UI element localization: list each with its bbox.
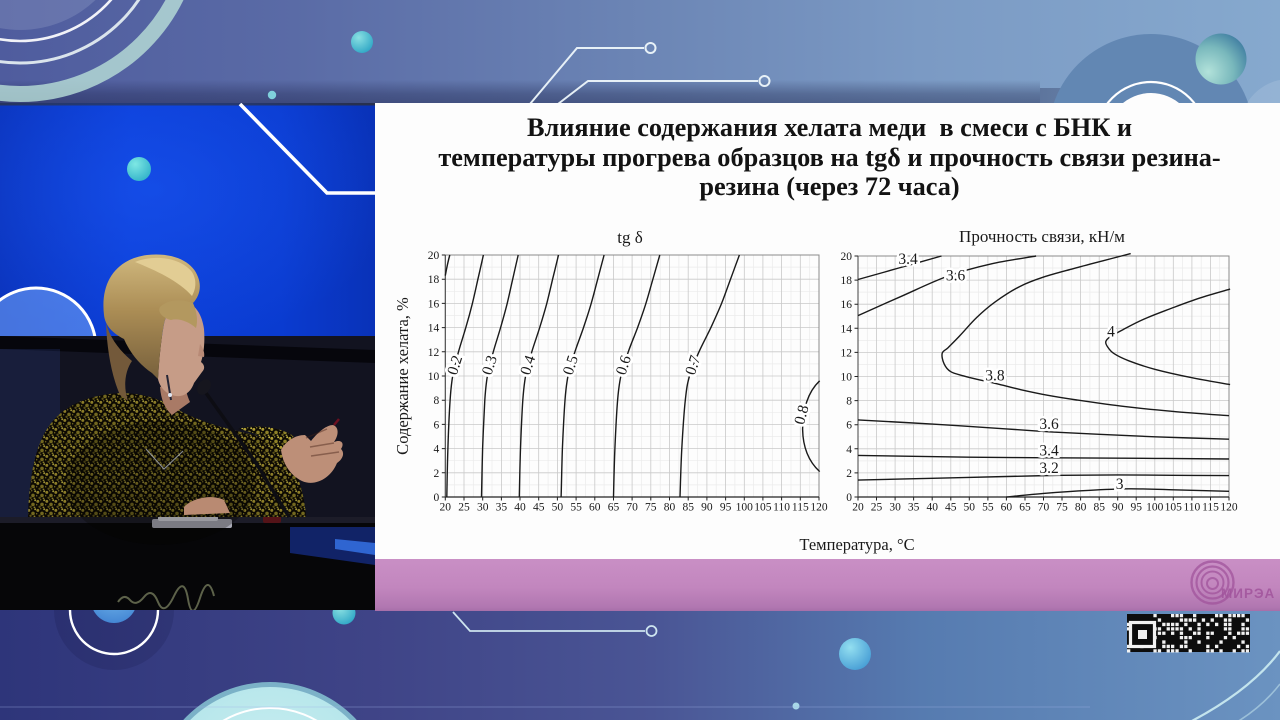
svg-text:60: 60 xyxy=(589,502,601,514)
svg-text:120: 120 xyxy=(1220,502,1238,514)
svg-text:70: 70 xyxy=(1038,502,1050,514)
svg-text:20: 20 xyxy=(428,250,440,262)
svg-text:3.4: 3.4 xyxy=(1039,443,1059,460)
svg-text:0.5: 0.5 xyxy=(560,353,582,377)
svg-text:100: 100 xyxy=(1146,502,1164,514)
svg-text:120: 120 xyxy=(810,502,828,514)
svg-text:110: 110 xyxy=(773,502,790,514)
svg-text:100: 100 xyxy=(736,502,754,514)
svg-text:4: 4 xyxy=(846,444,852,456)
svg-text:6: 6 xyxy=(846,420,852,432)
svg-text:70: 70 xyxy=(626,502,638,514)
svg-text:tg δ: tg δ xyxy=(617,228,642,247)
svg-text:10: 10 xyxy=(841,372,853,384)
svg-text:0.4: 0.4 xyxy=(517,353,539,377)
svg-text:3.2: 3.2 xyxy=(1039,460,1058,477)
svg-text:8: 8 xyxy=(846,396,852,408)
svg-text:35: 35 xyxy=(908,502,920,514)
svg-text:18: 18 xyxy=(428,274,440,286)
svg-text:3: 3 xyxy=(1116,476,1124,493)
svg-text:12: 12 xyxy=(428,347,440,359)
svg-text:105: 105 xyxy=(754,502,772,514)
svg-text:90: 90 xyxy=(1112,502,1124,514)
svg-text:14: 14 xyxy=(841,323,853,335)
svg-text:95: 95 xyxy=(1130,502,1142,514)
svg-text:3.6: 3.6 xyxy=(1039,416,1059,433)
svg-text:2: 2 xyxy=(846,468,852,480)
svg-text:4: 4 xyxy=(434,444,440,456)
svg-text:45: 45 xyxy=(533,502,545,514)
svg-text:18: 18 xyxy=(841,275,853,287)
svg-text:75: 75 xyxy=(645,502,657,514)
svg-text:45: 45 xyxy=(945,502,957,514)
svg-text:0.3: 0.3 xyxy=(479,353,501,377)
svg-text:80: 80 xyxy=(664,502,676,514)
svg-text:60: 60 xyxy=(1001,502,1013,514)
svg-text:3.4: 3.4 xyxy=(898,251,918,268)
svg-text:0.6: 0.6 xyxy=(613,353,635,377)
svg-text:40: 40 xyxy=(514,502,526,514)
svg-text:40: 40 xyxy=(926,502,938,514)
svg-text:65: 65 xyxy=(608,502,620,514)
svg-text:МИРЭА: МИРЭА xyxy=(1221,586,1275,601)
svg-text:16: 16 xyxy=(428,298,440,310)
svg-text:0.2: 0.2 xyxy=(444,353,466,377)
svg-text:0: 0 xyxy=(846,492,852,504)
svg-text:115: 115 xyxy=(792,502,809,514)
svg-text:12: 12 xyxy=(841,347,853,359)
svg-text:20: 20 xyxy=(440,502,452,514)
svg-text:3.8: 3.8 xyxy=(985,367,1005,384)
svg-text:95: 95 xyxy=(720,502,732,514)
svg-text:16: 16 xyxy=(841,299,853,311)
svg-text:10: 10 xyxy=(428,371,440,383)
svg-text:0.7: 0.7 xyxy=(682,353,704,377)
svg-text:55: 55 xyxy=(982,502,994,514)
svg-text:20: 20 xyxy=(841,251,853,263)
svg-text:8: 8 xyxy=(434,395,440,407)
svg-text:90: 90 xyxy=(701,502,713,514)
svg-text:55: 55 xyxy=(570,502,582,514)
svg-text:105: 105 xyxy=(1165,502,1183,514)
svg-text:50: 50 xyxy=(964,502,976,514)
svg-text:30: 30 xyxy=(889,502,901,514)
svg-text:0: 0 xyxy=(434,492,440,504)
svg-text:50: 50 xyxy=(552,502,564,514)
svg-text:3.6: 3.6 xyxy=(946,267,966,284)
svg-text:6: 6 xyxy=(434,419,440,431)
svg-text:115: 115 xyxy=(1202,502,1219,514)
svg-text:85: 85 xyxy=(1093,502,1105,514)
svg-text:Прочность связи, кН/м: Прочность связи, кН/м xyxy=(959,227,1125,246)
svg-text:Температура, °С: Температура, °С xyxy=(799,535,914,554)
svg-text:110: 110 xyxy=(1183,502,1200,514)
svg-text:75: 75 xyxy=(1056,502,1068,514)
svg-text:4: 4 xyxy=(1107,323,1115,340)
svg-text:2: 2 xyxy=(434,468,440,480)
svg-text:14: 14 xyxy=(428,323,440,335)
svg-text:25: 25 xyxy=(458,502,470,514)
svg-text:35: 35 xyxy=(496,502,508,514)
svg-text:80: 80 xyxy=(1075,502,1087,514)
svg-text:85: 85 xyxy=(682,502,694,514)
svg-text:20: 20 xyxy=(852,502,864,514)
svg-text:30: 30 xyxy=(477,502,489,514)
svg-text:65: 65 xyxy=(1019,502,1031,514)
svg-text:Содержание хелата, %: Содержание хелата, % xyxy=(393,297,412,455)
svg-text:25: 25 xyxy=(871,502,883,514)
